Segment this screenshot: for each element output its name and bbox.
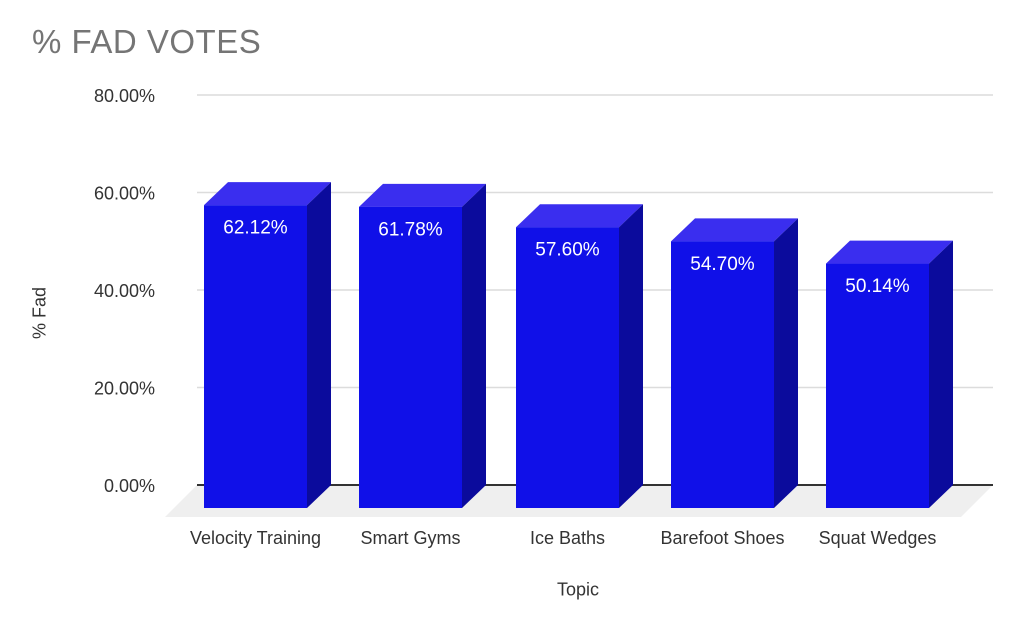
y-tick-label: 80.00% xyxy=(94,86,155,106)
bar-smart-gyms: 61.78% xyxy=(359,183,486,508)
bar-squat-wedges: 50.14% xyxy=(826,240,953,508)
bar-value-label: 57.60% xyxy=(535,240,600,261)
x-tick-label: Squat Wedges xyxy=(819,528,937,548)
x-axis-title: Topic xyxy=(556,579,600,600)
bar-top-face xyxy=(671,218,798,242)
bar-side-face xyxy=(774,218,798,508)
x-tick-label: Ice Baths xyxy=(530,528,605,548)
bar-side-face xyxy=(307,182,331,509)
x-tick-label: Smart Gyms xyxy=(360,528,460,548)
bar-value-label: 50.14% xyxy=(845,276,910,297)
bar-top-face xyxy=(516,204,643,228)
bar-top-face xyxy=(359,183,486,207)
bar-front-face xyxy=(204,205,307,509)
bar-front-face xyxy=(826,263,929,508)
bar-value-label: 61.78% xyxy=(378,219,443,240)
y-tick-label: 20.00% xyxy=(94,379,155,399)
y-tick-label: 0.00% xyxy=(104,476,155,496)
bar-front-face xyxy=(516,227,619,508)
bar-top-face xyxy=(204,182,331,206)
x-tick-label: Barefoot Shoes xyxy=(660,528,784,548)
bar-side-face xyxy=(619,204,643,508)
bar-velocity-training: 62.12% xyxy=(204,182,331,509)
y-tick-label: 40.00% xyxy=(94,281,155,301)
bar-ice-baths: 57.60% xyxy=(516,204,643,508)
bar-value-label: 62.12% xyxy=(223,218,288,239)
y-tick-label: 60.00% xyxy=(94,184,155,204)
bar-side-face xyxy=(929,240,953,508)
bar-value-label: 54.70% xyxy=(690,254,755,275)
bar-front-face xyxy=(359,206,462,508)
bar-front-face xyxy=(671,241,774,508)
bar-top-face xyxy=(826,240,953,264)
bar-barefoot-shoes: 54.70% xyxy=(671,218,798,508)
bar-side-face xyxy=(462,183,486,508)
x-tick-label: Velocity Training xyxy=(190,528,321,548)
chart-title: % FAD VOTES xyxy=(32,23,262,60)
